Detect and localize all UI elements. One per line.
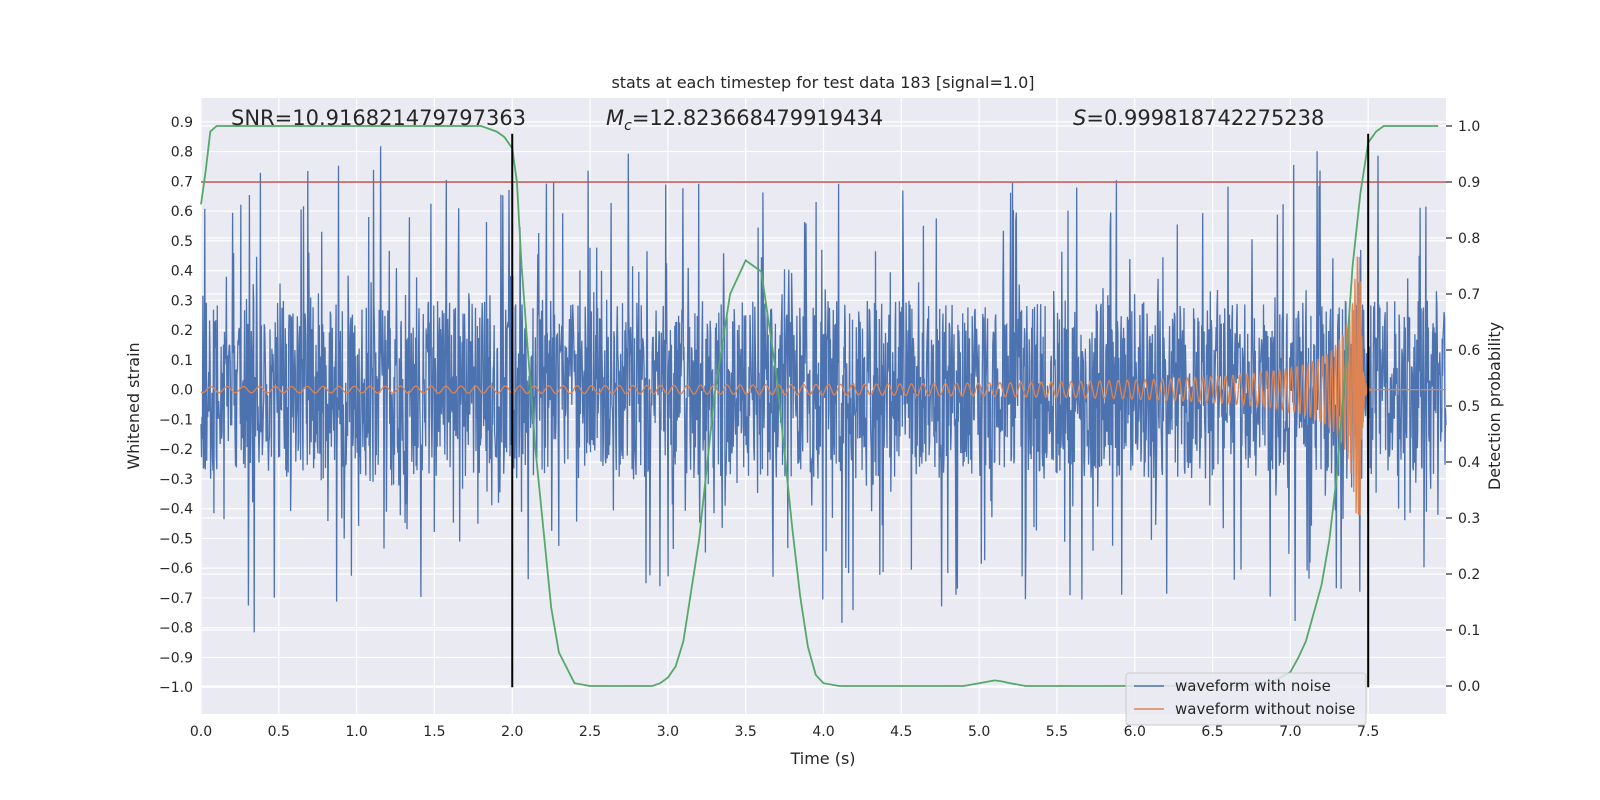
y-axis-ticks: 0.9 0.8 0.7 0.6 0.5 0.4 0.3 0.2 0.1 0.0 −0.1 −0.2 −0… — [159, 115, 193, 696]
x-axis-ticks: 0.0 0.5 1.0 1.5 2.0 2.5 3.0 3.5 4.0 4.5 5.0 5.5 6.0 6… — [190, 724, 1379, 740]
y2-tick-label-1: 0.9 — [1458, 175, 1480, 191]
y2-axis-ticks: 1.0 0.9 0.8 0.7 0.6 0.5 0.4 0.3 0.2 0.1 0.0 — [1446, 119, 1480, 695]
x-tick-label-9: 4.5 — [890, 724, 912, 740]
x-tick-label-15: 7.5 — [1357, 724, 1379, 740]
y-tick-label-8: 0.1 — [171, 353, 193, 369]
x-tick-label-7: 3.5 — [735, 724, 757, 740]
y-tick-label-2: 0.7 — [171, 174, 193, 190]
chirp-mass-symbol: M — [606, 106, 624, 130]
y-tick-label-14: −0.5 — [159, 531, 193, 547]
chirp-mass-annotation: Mc=12.823668479919434 — [606, 106, 883, 134]
x-tick-label-1: 0.5 — [268, 724, 290, 740]
y-tick-label-7: 0.2 — [171, 323, 193, 339]
y-tick-label-17: −0.8 — [159, 621, 193, 637]
x-axis-label: Time (s) — [789, 749, 855, 768]
y-tick-label-5: 0.4 — [171, 264, 193, 280]
chirp-mass-value: =12.823668479919434 — [632, 106, 883, 130]
x-tick-label-4: 2.0 — [501, 724, 523, 740]
y2-tick-label-4: 0.6 — [1458, 343, 1480, 359]
score-symbol: S — [1073, 106, 1086, 130]
y-axis-label: Whitened strain — [124, 342, 143, 469]
series-detection-probability — [200, 125, 1439, 687]
score-value: =0.999818742275238 — [1086, 106, 1324, 130]
x-tick-label-14: 7.0 — [1279, 724, 1301, 740]
y2-axis-label: Detection probability — [1485, 322, 1504, 490]
noise-waveform-line — [200, 146, 1447, 633]
y-tick-label-4: 0.5 — [171, 234, 193, 250]
x-tick-label-13: 6.5 — [1201, 724, 1223, 740]
y-tick-label-12: −0.3 — [159, 472, 193, 488]
y-tick-label-11: −0.2 — [159, 442, 193, 458]
x-tick-label-11: 5.5 — [1046, 724, 1068, 740]
y2-tick-label-7: 0.3 — [1458, 511, 1480, 527]
vertical-markers — [511, 133, 1370, 688]
y-tick-label-3: 0.6 — [171, 204, 193, 220]
x-tick-label-2: 1.0 — [345, 724, 367, 740]
chart-title: stats at each timestep for test data 183… — [611, 73, 1034, 92]
x-tick-label-3: 1.5 — [423, 724, 445, 740]
x-tick-label-10: 5.0 — [968, 724, 990, 740]
y2-tick-label-0: 1.0 — [1458, 119, 1480, 135]
legend-label-noise: waveform with noise — [1175, 677, 1331, 695]
series-waveform-with-noise — [200, 146, 1447, 633]
y-tick-label-1: 0.8 — [171, 145, 193, 161]
y2-tick-label-2: 0.8 — [1458, 231, 1480, 247]
y-tick-label-13: −0.4 — [159, 502, 193, 518]
y2-tick-label-9: 0.1 — [1458, 623, 1480, 639]
x-tick-label-5: 2.5 — [579, 724, 601, 740]
y2-tick-label-5: 0.5 — [1458, 399, 1480, 415]
y-tick-label-9: 0.0 — [171, 383, 193, 399]
y-tick-label-0: 0.9 — [171, 115, 193, 131]
chirp-mass-subscript: c — [624, 118, 632, 134]
y-tick-label-6: 0.3 — [171, 293, 193, 309]
probability-line — [200, 125, 1439, 687]
score-annotation: S=0.999818742275238 — [1073, 106, 1324, 130]
legend-label-clean: waveform without noise — [1175, 700, 1355, 718]
series-waveform-without-noise — [200, 256, 1446, 516]
x-tick-label-0: 0.0 — [190, 724, 212, 740]
y2-tick-label-8: 0.2 — [1458, 567, 1480, 583]
y2-tick-label-3: 0.7 — [1458, 287, 1480, 303]
y2-tick-label-6: 0.4 — [1458, 455, 1480, 471]
y-tick-label-15: −0.6 — [159, 561, 193, 577]
snr-annotation: SNR=10.916821479797363 — [231, 106, 526, 130]
y-tick-label-16: −0.7 — [159, 591, 193, 607]
legend: waveform with noise waveform without noi… — [1125, 672, 1367, 726]
y-tick-label-10: −0.1 — [159, 412, 193, 428]
clean-waveform-line — [200, 256, 1446, 516]
y2-tick-label-10: 0.0 — [1458, 679, 1480, 695]
x-tick-label-12: 6.0 — [1124, 724, 1146, 740]
legend-box — [1125, 672, 1367, 726]
x-tick-label-6: 3.0 — [657, 724, 679, 740]
y-tick-label-19: −1.0 — [159, 680, 193, 696]
y-tick-label-18: −0.9 — [159, 650, 193, 666]
x-tick-label-8: 4.0 — [812, 724, 834, 740]
